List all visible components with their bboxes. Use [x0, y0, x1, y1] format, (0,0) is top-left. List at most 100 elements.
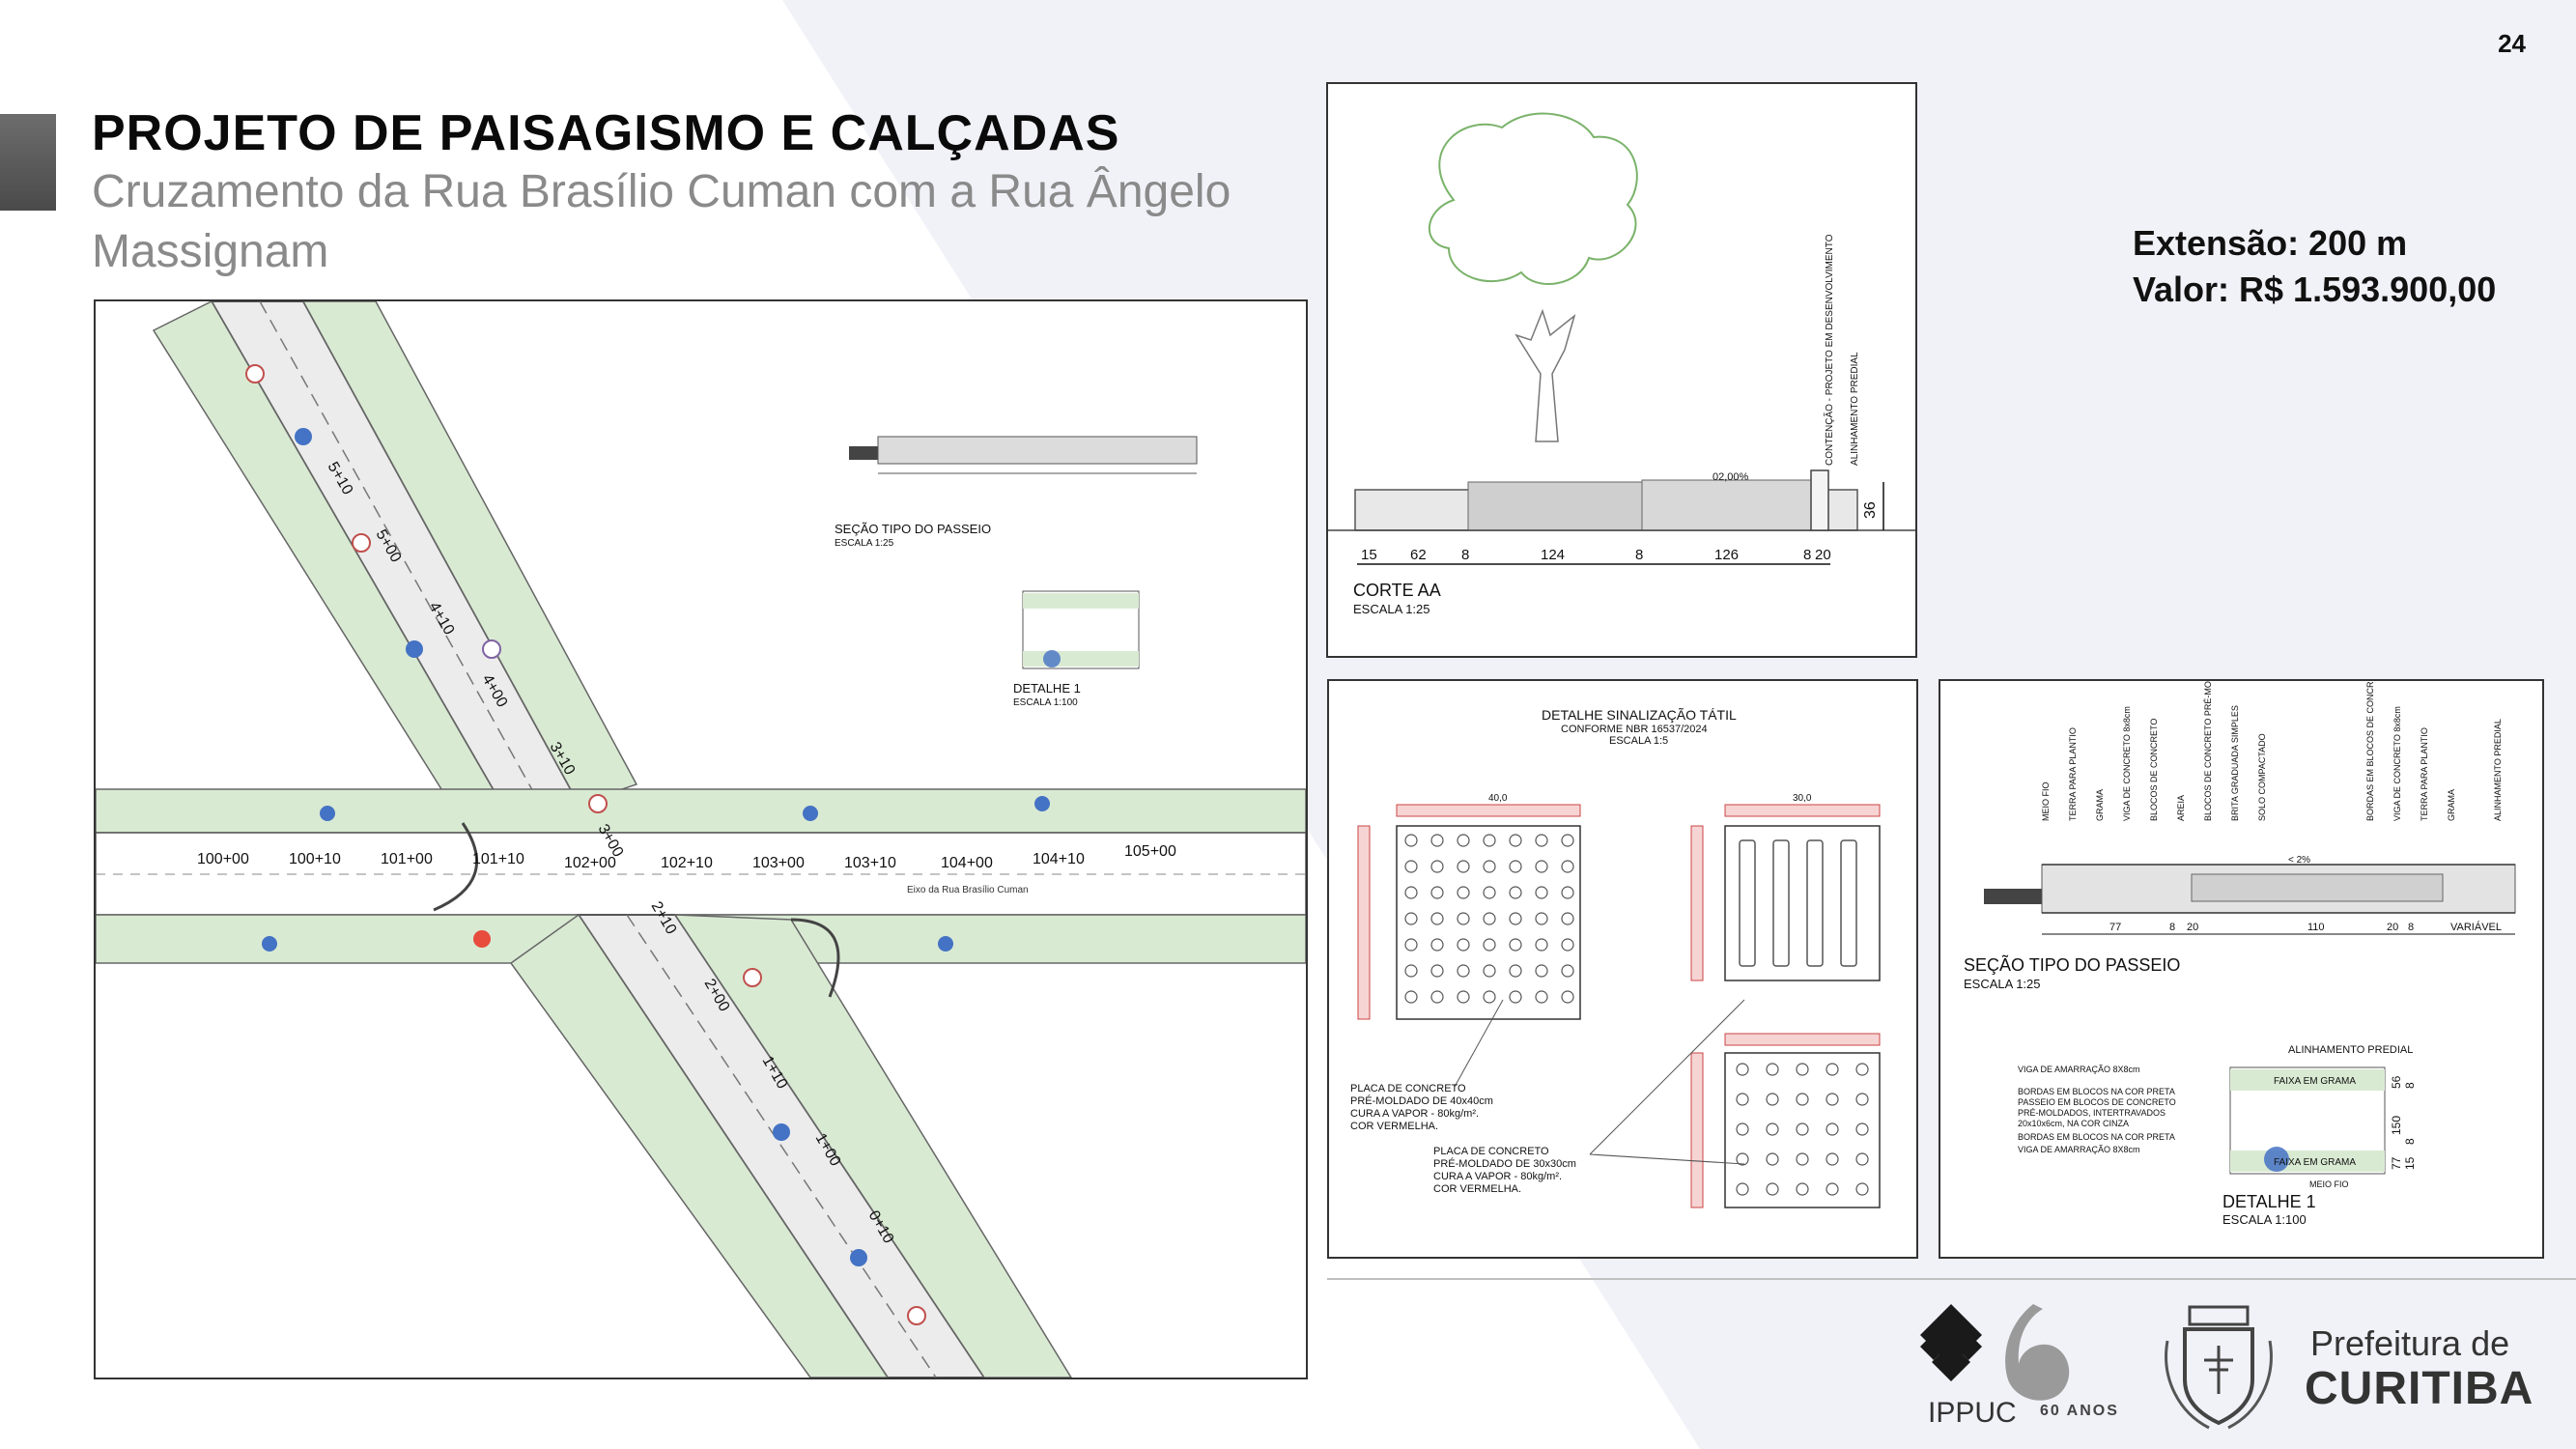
svg-text:GRAMA: GRAMA — [2095, 789, 2105, 821]
svg-text:20x10x6cm, NA COR CINZA: 20x10x6cm, NA COR CINZA — [2018, 1119, 2129, 1128]
curitiba-crest-icon — [2165, 1305, 2273, 1430]
svg-text:GRAMA: GRAMA — [2447, 789, 2456, 821]
corte-label-contencao: CONTENÇÃO - PROJETO EM DESENVOLVIMENTO — [1823, 234, 1835, 466]
secao-detail-notes: VIGA DE AMARRAÇÃO 8X8cm BORDAS EM BLOCOS… — [2018, 1065, 2176, 1154]
secao-detail-scale: ESCALA 1:100 — [2222, 1212, 2307, 1227]
svg-text:8: 8 — [2403, 1138, 2417, 1145]
corte-scale: ESCALA 1:25 — [1353, 602, 1430, 616]
secao-detail-title: DETALHE 1 — [2222, 1192, 2316, 1211]
svg-text:8: 8 — [2169, 922, 2175, 933]
lower-arm-road — [509, 913, 1072, 1378]
svg-text:COR VERMELHA.: COR VERMELHA. — [1350, 1121, 1438, 1132]
svg-text:TERRA PARA PLANTIO: TERRA PARA PLANTIO — [2420, 727, 2429, 821]
svg-text:8: 8 — [2408, 922, 2414, 933]
station-label: 101+10 — [472, 851, 524, 867]
svg-text:150: 150 — [2390, 1116, 2403, 1135]
secao-dimensions: 77 8 20 110 20 8 VARIÁVEL — [2109, 921, 2502, 933]
tatil-dim-b: 30,0 — [1793, 793, 1812, 804]
corte-aa-panel: 02,00% CONTENÇÃO - PROJETO EM DESENVOLVI… — [1326, 82, 1917, 658]
svg-text:TERRA PARA PLANTIO: TERRA PARA PLANTIO — [2068, 727, 2078, 821]
station-label: 105+00 — [1124, 843, 1176, 860]
svg-text:77: 77 — [2109, 922, 2121, 933]
tatil-drawing: DETALHE SINALIZAÇÃO TÁTIL CONFORME NBR 1… — [1350, 707, 1881, 1208]
svg-text:BLOCOS DE CONCRETO PRÉ-MOLDADO: BLOCOS DE CONCRETO PRÉ-MOLDADOS INTERTRA… — [2203, 681, 2213, 821]
prefeitura-line-1: Prefeitura de — [2310, 1323, 2510, 1363]
svg-text:VIGA DE AMARRAÇÃO 8X8cm: VIGA DE AMARRAÇÃO 8X8cm — [2018, 1145, 2140, 1154]
station-label: 103+00 — [752, 855, 805, 871]
sinalizacao-tatil-panel: DETALHE SINALIZAÇÃO TÁTIL CONFORME NBR 1… — [1327, 679, 1918, 1259]
svg-text:PASSEIO EM BLOCOS DE CONCRETO: PASSEIO EM BLOCOS DE CONCRETO — [2018, 1097, 2176, 1107]
tree-illustration — [1429, 112, 1638, 442]
svg-text:BORDAS EM BLOCOS DE CONCRETO: BORDAS EM BLOCOS DE CONCRETO — [2365, 681, 2375, 821]
secao-slope: < 2% — [2288, 855, 2310, 866]
secao-detail-dims: 56 8 150 8 77 15 — [2390, 1075, 2417, 1170]
secao-detail-top: ALINHAMENTO PREDIAL — [2288, 1044, 2413, 1056]
svg-text:CURA A VAPOR - 80kg/m².: CURA A VAPOR - 80kg/m². — [1433, 1171, 1562, 1182]
valor-text: Valor: R$ 1.593.900,00 — [2133, 270, 2497, 309]
page-subtitle: Cruzamento da Rua Brasílio Cuman com a R… — [92, 166, 1231, 277]
corte-height: 36 — [1862, 501, 1879, 519]
tatil-norm: CONFORME NBR 16537/2024 — [1561, 724, 1708, 735]
footer-divider — [1327, 1278, 2576, 1280]
station-label: 101+00 — [381, 851, 433, 867]
corte-aa-drawing: 02,00% CONTENÇÃO - PROJETO EM DESENVOLVI… — [1328, 112, 1915, 616]
tatil-dim-a: 40,0 — [1488, 793, 1508, 804]
corte-slope: 02,00% — [1713, 471, 1749, 483]
svg-text:PRÉ-MOLDADOS, INTERTRAVADOS: PRÉ-MOLDADOS, INTERTRAVADOS — [2018, 1108, 2166, 1118]
svg-text:PLACA DE CONCRETO: PLACA DE CONCRETO — [1433, 1146, 1549, 1157]
svg-text:BLOCOS DE CONCRETO: BLOCOS DE CONCRETO — [2149, 719, 2159, 821]
svg-text:VIGA DE CONCRETO 8x8cm: VIGA DE CONCRETO 8x8cm — [2122, 706, 2132, 821]
secao-faixa-bottom: FAIXA EM GRAMA — [2274, 1157, 2356, 1168]
page-number: 24 — [2498, 29, 2526, 58]
corte-dim: 8 — [1635, 547, 1643, 563]
extensao-text: Extensão: 200 m — [2133, 223, 2408, 263]
tatil-title: DETALHE SINALIZAÇÃO TÁTIL — [1542, 707, 1737, 723]
svg-text:ALINHAMENTO PREDIAL: ALINHAMENTO PREDIAL — [2493, 719, 2503, 821]
tatil-note-2: PLACA DE CONCRETO PRÉ-MOLDADO DE 30x30cm… — [1433, 1146, 1576, 1195]
svg-text:CURA A VAPOR - 80kg/m².: CURA A VAPOR - 80kg/m². — [1350, 1108, 1479, 1120]
svg-text:VARIÁVEL: VARIÁVEL — [2450, 921, 2502, 933]
corte-dim: 126 — [1714, 547, 1739, 563]
svg-text:BRITA GRADUADA SIMPLES: BRITA GRADUADA SIMPLES — [2230, 705, 2240, 821]
svg-text:COR VERMELHA.: COR VERMELHA. — [1433, 1183, 1521, 1195]
dot-grid-30 — [1736, 1063, 1869, 1196]
svg-text:20: 20 — [2187, 922, 2198, 933]
ippuc-logo-icon — [1920, 1304, 2070, 1401]
secao-scale: ESCALA 1:25 — [1964, 977, 2041, 991]
station-label: 102+00 — [564, 855, 616, 871]
secao-drawing: MEIO FIO TERRA PARA PLANTIO GRAMA VIGA D… — [1964, 681, 2516, 1227]
corte-title: CORTE AA — [1353, 581, 1441, 600]
corte-dim: 15 — [1361, 547, 1377, 563]
secao-title: SEÇÃO TIPO DO PASSEIO — [1964, 954, 2180, 975]
plan-drawing-panel: 100+00 100+10 101+00 101+10 102+00 102+1… — [94, 299, 1308, 1379]
svg-text:BORDAS EM BLOCOS NA COR PRETA: BORDAS EM BLOCOS NA COR PRETA — [2018, 1132, 2175, 1142]
inset-section-scale: ESCALA 1:25 — [835, 538, 894, 549]
secao-layer-labels: MEIO FIO TERRA PARA PLANTIO GRAMA VIGA D… — [2041, 681, 2503, 821]
inset-detail-scale: ESCALA 1:100 — [1013, 697, 1078, 708]
corte-dim: 8 — [1461, 547, 1469, 563]
corte-dim: 62 — [1410, 547, 1427, 563]
tatil-note-1: PLACA DE CONCRETO PRÉ-MOLDADO DE 40x40cm… — [1350, 1083, 1493, 1132]
ippuc-text: IPPUC — [1928, 1397, 2017, 1429]
inset-detail-title: DETALHE 1 — [1013, 681, 1081, 696]
page-title: PROJETO DE PAISAGISMO E CALÇADAS — [92, 105, 1120, 161]
svg-text:15: 15 — [2403, 1156, 2417, 1170]
plan-drawing: 100+00 100+10 101+00 101+10 102+00 102+1… — [96, 301, 1306, 1378]
svg-text:MEIO FIO: MEIO FIO — [2041, 782, 2051, 822]
station-label: 100+10 — [289, 851, 341, 867]
station-label: 103+10 — [844, 855, 896, 871]
svg-text:SOLO COMPACTADO: SOLO COMPACTADO — [2257, 733, 2267, 821]
station-label: 102+10 — [661, 855, 713, 871]
corte-dimensions: 15 62 8 124 8 126 8 20 — [1361, 547, 1831, 563]
street-label: Eixo da Rua Brasílio Cuman — [907, 885, 1029, 895]
corte-label-alinhamento: ALINHAMENTO PREDIAL — [1850, 352, 1860, 466]
svg-text:PRÉ-MOLDADO DE 40x40cm: PRÉ-MOLDADO DE 40x40cm — [1350, 1094, 1493, 1107]
tatil-scale: ESCALA 1:5 — [1609, 735, 1668, 747]
svg-text:20: 20 — [2387, 922, 2398, 933]
station-label: 100+00 — [197, 851, 249, 867]
svg-text:PRÉ-MOLDADO DE 30x30cm: PRÉ-MOLDADO DE 30x30cm — [1433, 1157, 1576, 1170]
dot-grid-40 — [1404, 834, 1574, 1004]
svg-text:BORDAS EM BLOCOS NA COR PRETA: BORDAS EM BLOCOS NA COR PRETA — [2018, 1087, 2175, 1096]
upper-arm-road — [152, 301, 638, 824]
svg-text:77: 77 — [2390, 1156, 2403, 1170]
